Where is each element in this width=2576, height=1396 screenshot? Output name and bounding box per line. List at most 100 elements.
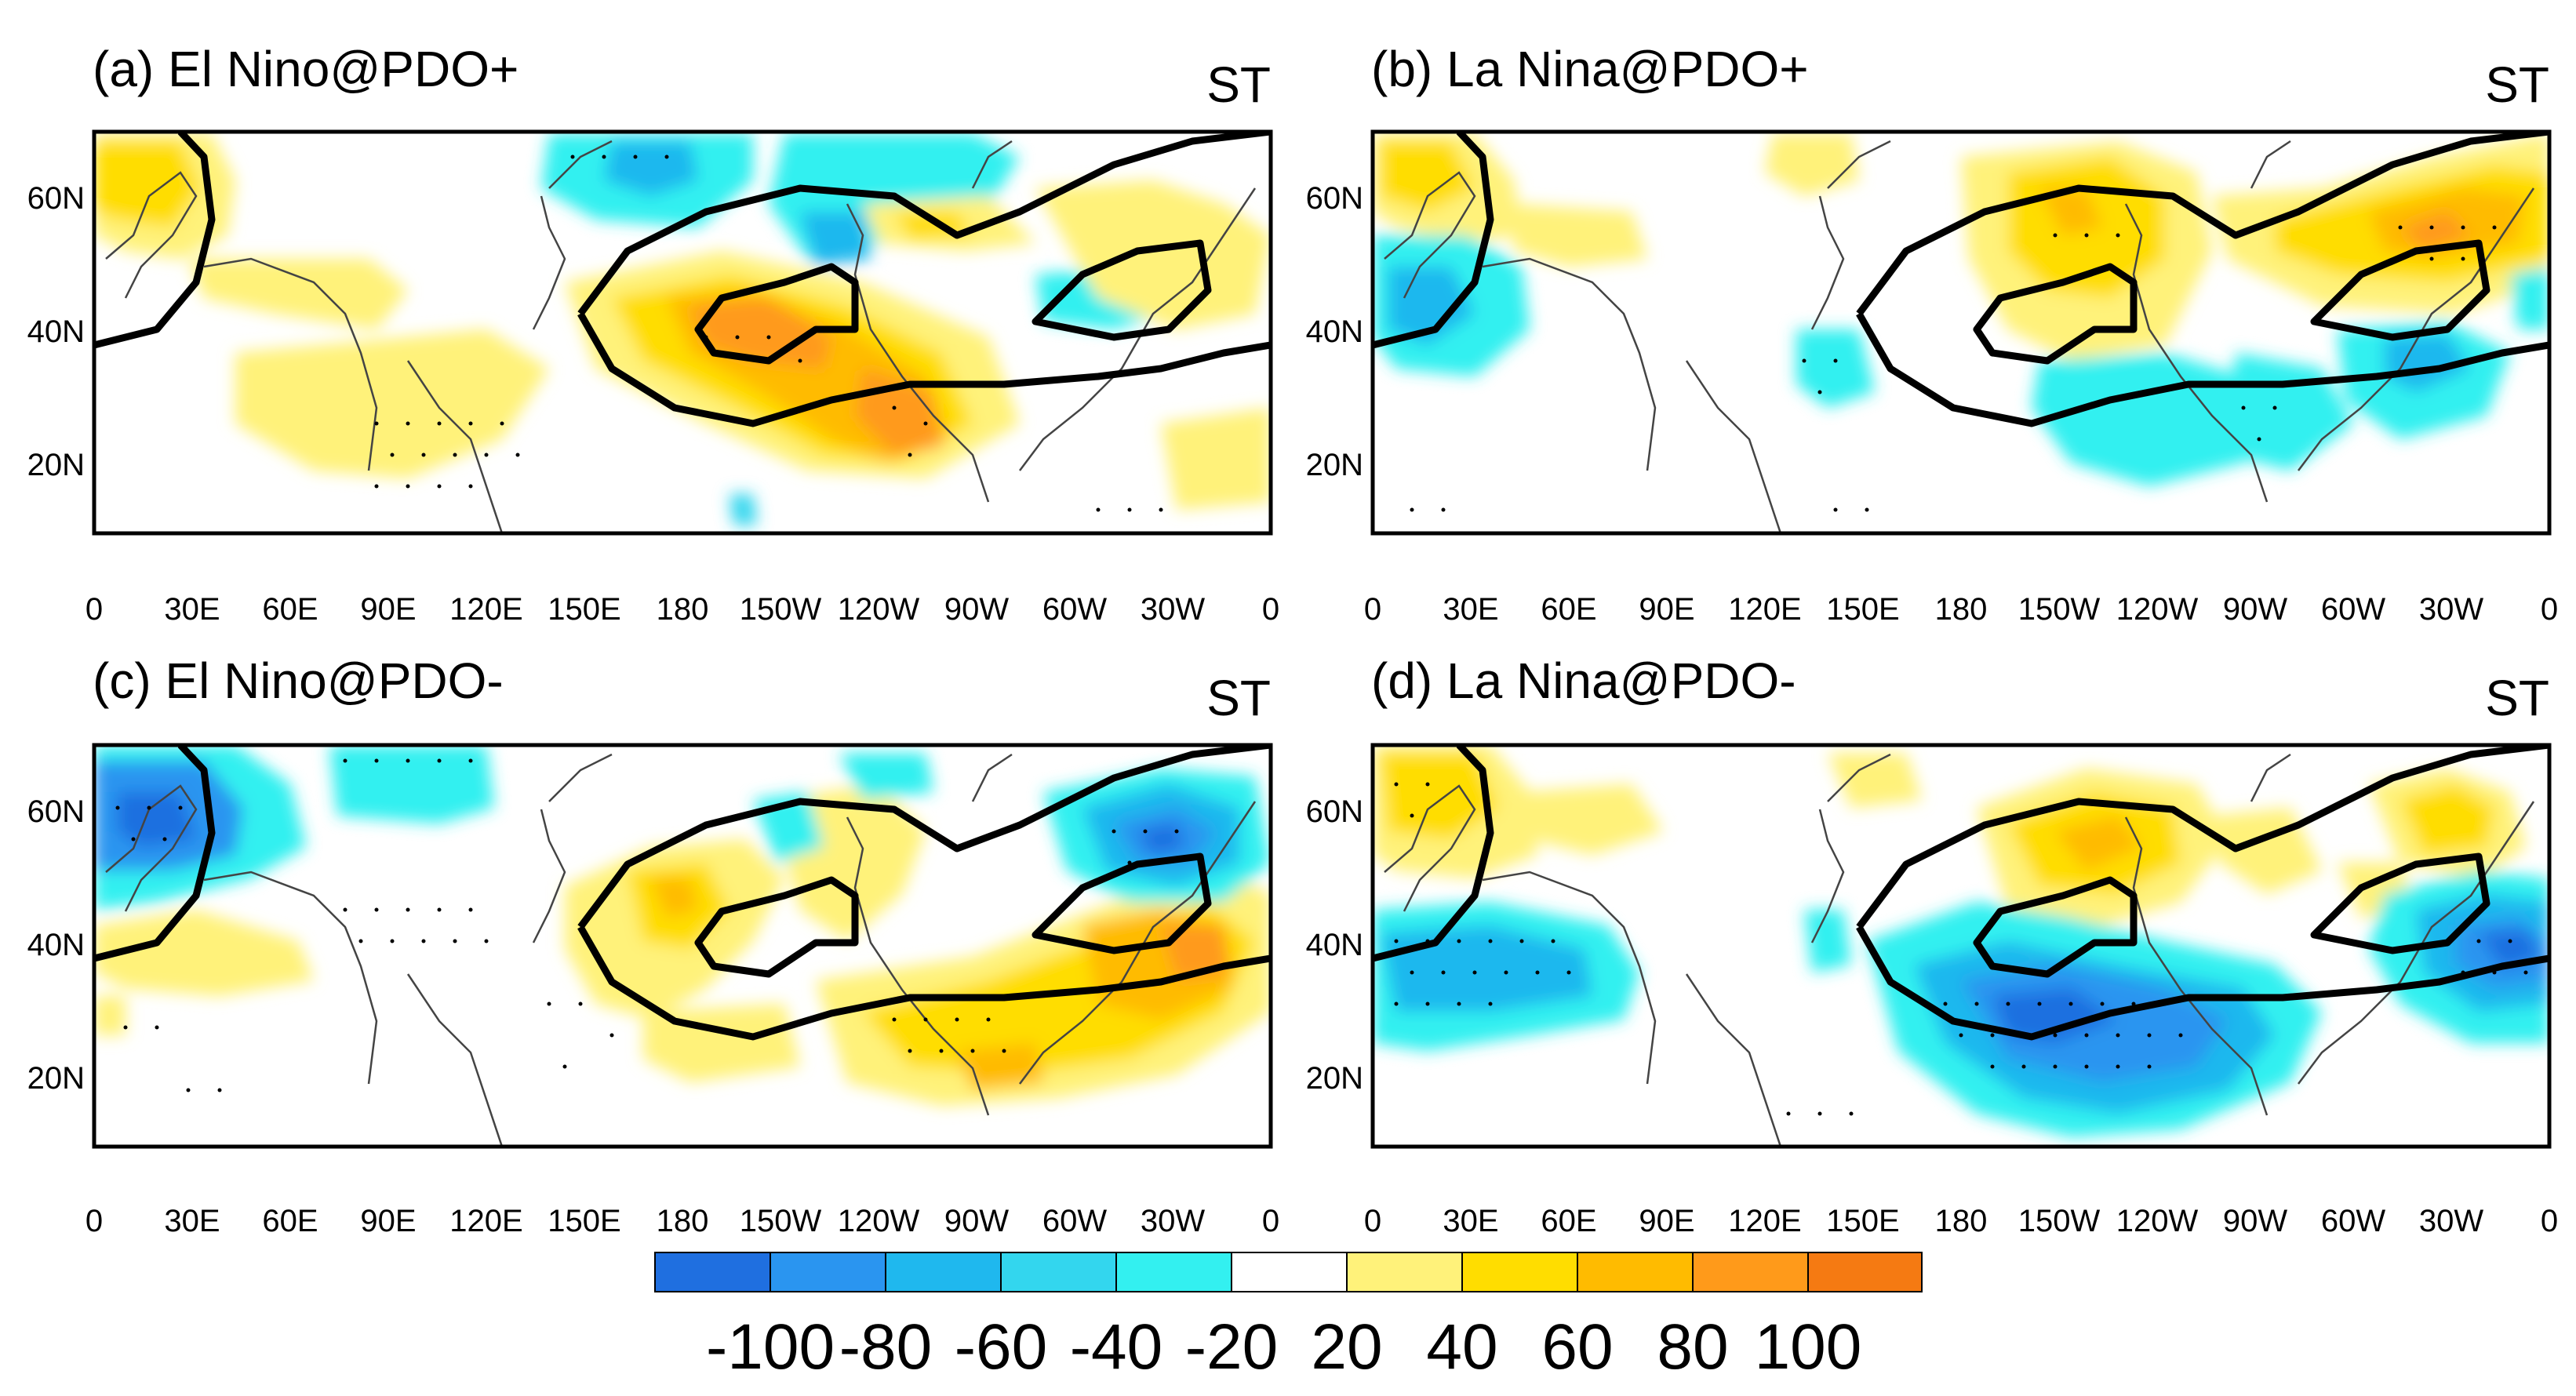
panel-b-frame: [1370, 129, 2552, 536]
panel-a-ytick-60n: 60N: [27, 181, 85, 216]
panel-b-xtick: 90W: [2223, 592, 2287, 627]
panel-b-y-axis: 60N 40N 20N: [1306, 181, 1363, 482]
panel-b-xtick: 0: [1364, 592, 1381, 627]
panel-c-anomaly-field: [94, 745, 1271, 1106]
panel-d-title: (d) La Nina@PDO-: [1371, 653, 1796, 709]
panel-d-storm-track-contours: [1373, 745, 2549, 1041]
panel-c-xtick: 120W: [838, 1204, 920, 1238]
colorbar-swatch: [885, 1252, 1002, 1292]
panel-a-xtick: 60W: [1042, 592, 1107, 627]
panel-a-xtick: 30E: [164, 592, 220, 627]
colorbar-swatch: [1000, 1252, 1117, 1292]
panel-d-variable-tag: ST: [2485, 670, 2549, 726]
panel-c-xtick: 0: [86, 1204, 103, 1238]
panel-a-anomaly-field: [94, 133, 1271, 525]
panel-a-map: [94, 132, 1271, 533]
panel-d-y-axis: 60N 40N 20N: [1306, 794, 1363, 1096]
panel-c-xtick: 90W: [944, 1204, 1009, 1238]
panel-b-xtick: 60E: [1541, 592, 1596, 627]
panel-c-ytick-40n: 40N: [27, 928, 85, 962]
colorbar-swatch: [1115, 1252, 1232, 1292]
panel-c-map: [94, 745, 1271, 1147]
panel-d-ytick-20n: 20N: [1306, 1061, 1363, 1096]
panel-a-xtick: 30W: [1141, 592, 1205, 627]
panel-b-xtick: 30E: [1443, 592, 1498, 627]
panel-b-title: (b) La Nina@PDO+: [1371, 41, 1809, 97]
panel-c-storm-track-contours: [94, 745, 1271, 1041]
panel-c-variable-tag: ST: [1206, 670, 1271, 726]
colorbar-label: 60: [1541, 1311, 1613, 1383]
panel-c-xtick: 30W: [1141, 1204, 1205, 1238]
panel-a-xtick: 60E: [262, 592, 318, 627]
panel-c-x-axis: 0 30E 60E 90E 120E 150E 180 150W 120W 90…: [86, 1204, 1279, 1238]
panel-a-variable-tag: ST: [1206, 56, 1271, 113]
colorbar-swatch: [770, 1252, 886, 1292]
panel-c-xtick: 180: [657, 1204, 709, 1238]
panel-d-ytick-40n: 40N: [1306, 928, 1363, 962]
panel-b-xtick: 0: [2541, 592, 2558, 627]
panel-b-variable-tag: ST: [2485, 56, 2549, 113]
panel-a-xtick: 90E: [360, 592, 416, 627]
panel-c-xtick: 120E: [449, 1204, 522, 1238]
panel-b: (b) La Nina@PDO+ ST: [1306, 41, 2559, 627]
panel-b-xtick: 90E: [1639, 592, 1694, 627]
panel-a-storm-track-contours: [94, 132, 1271, 427]
panel-d-xtick: 150W: [2018, 1204, 2101, 1238]
panel-d-map: [1373, 745, 2549, 1147]
panel-b-ytick-20n: 20N: [1306, 448, 1363, 482]
panel-c-xtick: 30E: [164, 1204, 220, 1238]
panel-a-frame: [92, 129, 1273, 536]
colorbar-swatch: [1346, 1252, 1463, 1292]
panel-b-storm-track-contours: [1373, 132, 2549, 427]
colorbar-label: -100: [706, 1311, 835, 1383]
colorbar-label: 40: [1426, 1311, 1497, 1383]
panel-d-ytick-60n: 60N: [1306, 794, 1363, 829]
panel-b-xtick: 150E: [1826, 592, 1899, 627]
panel-a-xtick: 0: [1262, 592, 1279, 627]
panel-a-xtick: 0: [86, 592, 103, 627]
panel-d: (d) La Nina@PDO- ST: [1306, 653, 2559, 1238]
colorbar-swatch: [1231, 1252, 1348, 1292]
panel-a-xtick: 90W: [944, 592, 1009, 627]
panel-c-coastlines: [105, 753, 1257, 1147]
colorbar-swatch: [1807, 1252, 1923, 1292]
panel-d-xtick: 90E: [1639, 1204, 1694, 1238]
panel-b-xtick: 120W: [2116, 592, 2199, 627]
panel-b-xtick: 60W: [2321, 592, 2385, 627]
panel-b-coastlines: [1384, 140, 2535, 533]
panel-a-coastlines: [105, 140, 1257, 533]
colorbar-swatch: [1461, 1252, 1578, 1292]
panel-c-ytick-60n: 60N: [27, 794, 85, 829]
panel-a-x-axis: 0 30E 60E 90E 120E 150E 180 150W 120W 90…: [86, 592, 1279, 627]
colorbar-swatch: [654, 1252, 771, 1292]
panel-d-xtick: 0: [2541, 1204, 2558, 1238]
panel-c-xtick: 0: [1262, 1204, 1279, 1238]
colorbar-label: -80: [839, 1311, 933, 1383]
colorbar-swatch: [1577, 1252, 1694, 1292]
panel-b-x-axis: 0 30E 60E 90E 120E 150E 180 150W 120W 90…: [1364, 592, 2558, 627]
panel-a-y-axis: 60N 40N 20N: [27, 181, 85, 482]
panel-c-xtick: 150E: [548, 1204, 620, 1238]
panel-b-xtick: 180: [1935, 592, 1988, 627]
panel-b-significance-stippling: [1410, 225, 2497, 512]
panel-d-xtick: 180: [1935, 1204, 1988, 1238]
panel-a-significance-stippling: [374, 155, 1163, 512]
panel-d-xtick: 90W: [2223, 1204, 2287, 1238]
colorbar-label: -20: [1185, 1311, 1279, 1383]
colorbar-label: 80: [1657, 1311, 1728, 1383]
panel-d-xtick: 120E: [1728, 1204, 1801, 1238]
panel-d-coastlines: [1384, 753, 2535, 1147]
panel-b-ytick-40n: 40N: [1306, 314, 1363, 349]
panel-b-xtick: 150W: [2018, 592, 2101, 627]
colorbar-label: 20: [1311, 1311, 1382, 1383]
panel-d-xtick: 120W: [2116, 1204, 2199, 1238]
panel-d-significance-stippling: [1394, 782, 2528, 1116]
panel-b-xtick: 120E: [1728, 592, 1801, 627]
panel-c-y-axis: 60N 40N 20N: [27, 794, 85, 1096]
panel-d-xtick: 150E: [1826, 1204, 1899, 1238]
colorbar-label: -60: [955, 1311, 1048, 1383]
colorbar-swatch: [1692, 1252, 1809, 1292]
panel-c-xtick: 60E: [262, 1204, 318, 1238]
colorbar-label: -40: [1070, 1311, 1163, 1383]
